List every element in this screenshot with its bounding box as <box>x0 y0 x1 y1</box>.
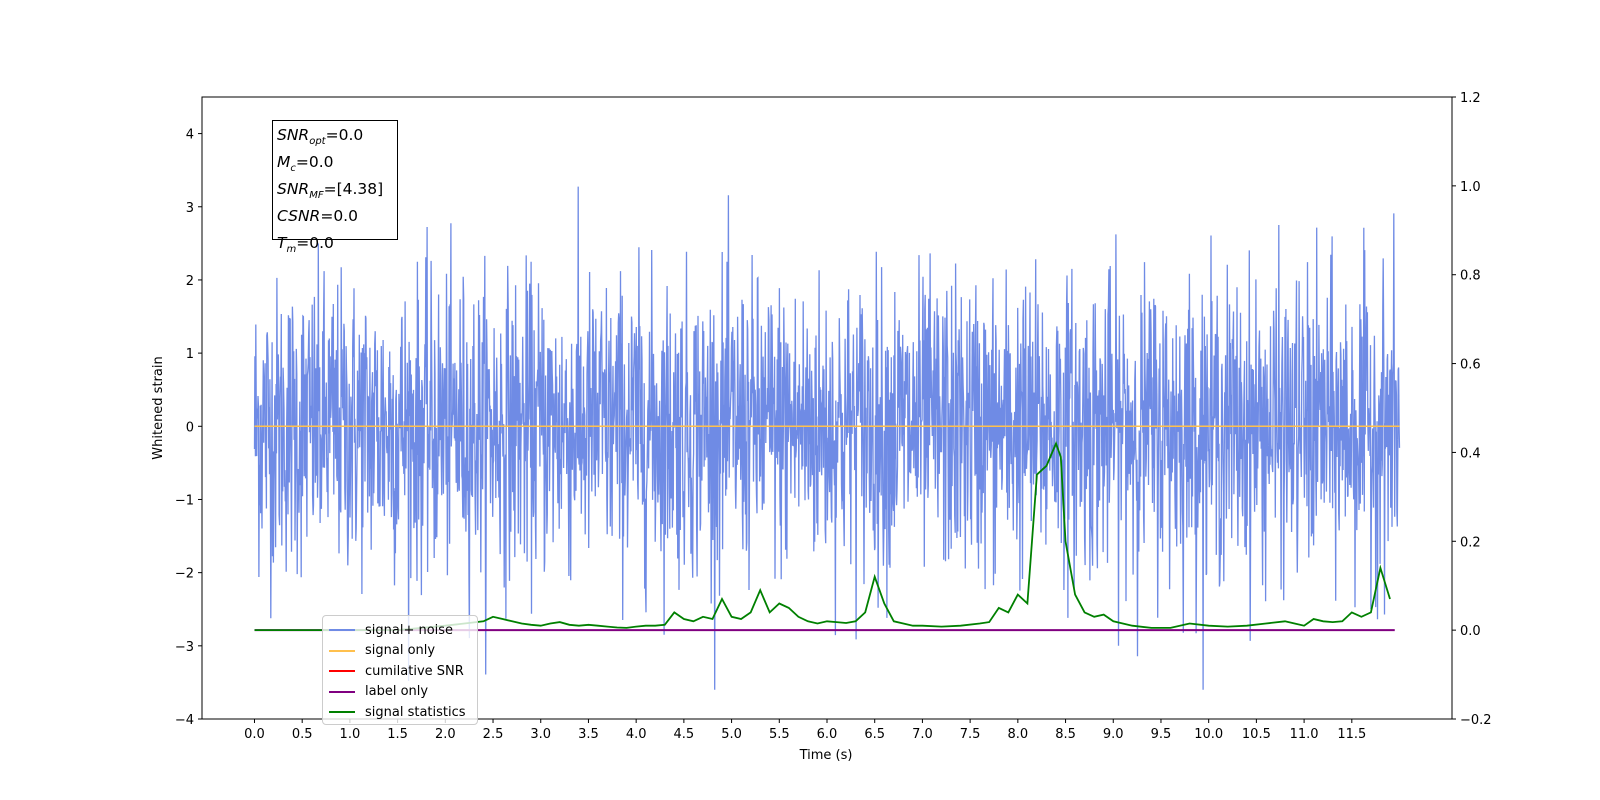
y-left-tick-label: −1 <box>175 493 194 508</box>
y-left-tick-label: −2 <box>175 567 194 582</box>
legend-swatch <box>329 711 355 714</box>
legend-swatch <box>329 649 355 652</box>
legend: signal+ noise signal only cumilative SNR… <box>322 615 478 725</box>
legend-item-cumilative-snr: cumilative SNR <box>329 661 471 682</box>
y-right-tick-label: 1.2 <box>1460 91 1481 106</box>
legend-swatch <box>329 690 355 693</box>
y-left-tick-label: 3 <box>186 201 194 216</box>
x-tick-label: 2.5 <box>483 727 504 742</box>
y-right-tick-label: 1.0 <box>1460 180 1481 195</box>
x-tick-label: 6.5 <box>864 727 885 742</box>
legend-item-signal-noise: signal+ noise <box>329 620 471 641</box>
x-tick-label: 9.0 <box>1103 727 1124 742</box>
x-tick-label: 6.0 <box>817 727 838 742</box>
parameters-box: SNRopt=0.0 Mc=0.0 SNRMF=[4.38] CSNR=0.0 … <box>272 120 398 255</box>
y-right-tick-label: 0.4 <box>1460 446 1481 461</box>
x-tick-label: 3.5 <box>578 727 599 742</box>
y-axis-right-ticks: 1.2 1.0 0.8 0.6 0.4 0.2 0.0 −0.2 <box>1452 91 1492 728</box>
legend-swatch <box>329 629 355 632</box>
x-tick-label: 5.0 <box>721 727 742 742</box>
y-left-tick-label: 4 <box>186 128 194 143</box>
y-left-tick-label: 1 <box>186 347 194 362</box>
info-tm: Tm=0.0 <box>277 234 334 256</box>
y-right-tick-label: 0.6 <box>1460 358 1481 373</box>
x-axis-ticks: 0.0 0.5 1.0 1.5 2.0 2.5 3.0 3.5 4.0 4.5 5.0 5.5 6.0 6… <box>244 719 1366 742</box>
legend-item-signal-statistics: signal statistics <box>329 702 471 723</box>
legend-swatch <box>329 670 355 673</box>
y-right-tick-label: −0.2 <box>1460 713 1492 728</box>
x-tick-label: 11.5 <box>1337 727 1366 742</box>
y-axis-left-ticks: 4 3 2 1 0 −1 −2 −3 −4 <box>175 128 202 728</box>
legend-item-label-only: label only <box>329 682 471 703</box>
y-left-tick-label: 0 <box>186 420 194 435</box>
info-csnr: CSNR=0.0 <box>277 207 358 226</box>
x-tick-label: 3.0 <box>530 727 551 742</box>
x-axis-label: Time (s) <box>799 748 853 763</box>
x-tick-label: 7.0 <box>912 727 933 742</box>
x-tick-label: 2.0 <box>435 727 456 742</box>
x-tick-label: 4.5 <box>674 727 695 742</box>
y-left-tick-label: −4 <box>175 713 194 728</box>
x-tick-label: 10.5 <box>1242 727 1271 742</box>
x-tick-label: 5.5 <box>769 727 790 742</box>
x-tick-label: 7.5 <box>960 727 981 742</box>
x-tick-label: 9.5 <box>1151 727 1172 742</box>
x-tick-label: 0.5 <box>292 727 313 742</box>
info-mc: Mc=0.0 <box>277 153 334 175</box>
y-axis-left-label: Whitened strain <box>151 356 166 459</box>
x-tick-label: 0.0 <box>244 727 265 742</box>
info-snr-mf: SNRMF=[4.38] <box>277 180 384 202</box>
x-tick-label: 1.5 <box>387 727 408 742</box>
x-tick-label: 11.0 <box>1290 727 1319 742</box>
legend-item-signal-only: signal only <box>329 641 471 662</box>
x-tick-label: 8.0 <box>1007 727 1028 742</box>
info-snr-opt: SNRopt=0.0 <box>277 126 364 148</box>
x-tick-label: 10.0 <box>1194 727 1223 742</box>
y-left-tick-label: 2 <box>186 274 194 289</box>
x-tick-label: 4.0 <box>626 727 647 742</box>
y-right-tick-label: 0.0 <box>1460 624 1481 639</box>
series-signal-noise <box>253 186 1401 690</box>
series-signal-statistics <box>254 441 1391 631</box>
x-tick-label: 8.5 <box>1055 727 1076 742</box>
y-right-tick-label: 0.2 <box>1460 535 1481 550</box>
x-tick-label: 1.0 <box>340 727 361 742</box>
y-right-tick-label: 0.8 <box>1460 269 1481 284</box>
y-left-tick-label: −3 <box>175 640 194 655</box>
